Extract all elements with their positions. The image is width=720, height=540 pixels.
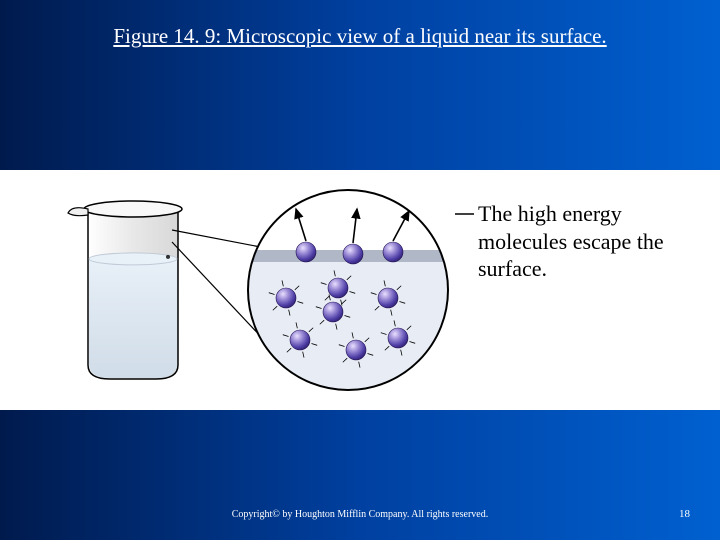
figure-title: Figure 14. 9: Microscopic view of a liqu… [0,24,720,49]
beaker [60,195,190,385]
figure-panel: The high energy molecules escape the sur… [0,170,720,410]
page-number: 18 [679,508,690,520]
molecule-escape-caption: The high energy molecules escape the sur… [478,200,708,283]
zoom-circle [238,180,458,400]
copyright-text: Copyright© by Houghton Mifflin Company. … [0,509,720,520]
